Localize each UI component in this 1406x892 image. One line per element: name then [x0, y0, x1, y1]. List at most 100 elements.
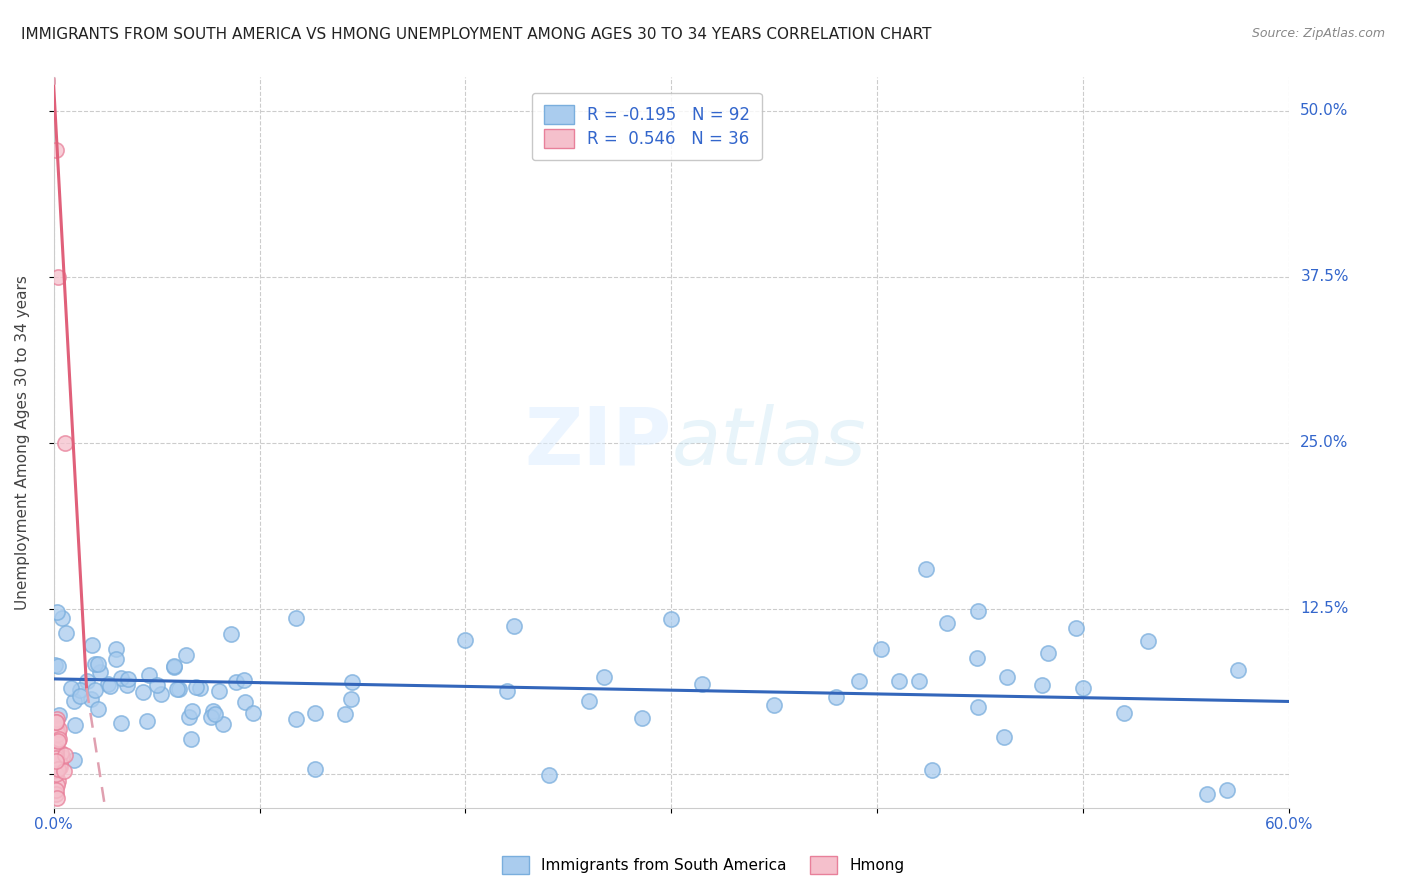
Point [53, 764, 76, 778]
Point [89, 665, 111, 679]
Point [454, 632, 477, 647]
Point [304, 706, 326, 720]
Point [80, 691, 103, 706]
Point [138, 668, 160, 682]
Point [48, 722, 70, 736]
Point [80, 638, 103, 652]
Point [62, 693, 84, 707]
Point [44, 657, 66, 672]
Point [848, 673, 870, 688]
Point [59, 681, 82, 695]
Y-axis label: Unemployment Among Ages 30 to 34 years: Unemployment Among Ages 30 to 34 years [15, 275, 30, 610]
Point [188, 681, 211, 695]
Point [45, 783, 67, 797]
Point [98, 679, 121, 693]
Point [55, 625, 77, 640]
Point [46, 762, 69, 776]
Point [915, 562, 938, 576]
Point [46, 722, 69, 736]
Point [87, 657, 110, 671]
Point [212, 716, 235, 731]
Point [110, 716, 132, 731]
Point [46, 726, 69, 740]
Point [105, 651, 128, 665]
Point [45, 728, 67, 742]
Point [285, 712, 308, 726]
Point [1114, 706, 1136, 720]
Point [167, 681, 190, 696]
Point [1038, 646, 1060, 660]
Point [180, 732, 202, 747]
Point [208, 683, 231, 698]
Point [201, 705, 224, 719]
Point [340, 691, 363, 706]
Point [966, 650, 988, 665]
Point [219, 627, 242, 641]
Point [76, 673, 98, 688]
Point [966, 604, 988, 618]
Point [578, 694, 600, 708]
Point [45, 791, 67, 805]
Point [166, 681, 188, 696]
Point [45, 746, 67, 760]
Point [692, 677, 714, 691]
Point [46, 733, 69, 747]
Point [63, 717, 86, 731]
Point [186, 680, 208, 694]
Point [495, 683, 517, 698]
Point [87, 702, 110, 716]
Point [45, 761, 67, 775]
Point [631, 711, 654, 725]
Point [117, 678, 139, 692]
Point [1226, 663, 1249, 677]
Point [84, 682, 107, 697]
Text: IMMIGRANTS FROM SOUTH AMERICA VS HMONG UNEMPLOYMENT AMONG AGES 30 TO 34 YEARS CO: IMMIGRANTS FROM SOUTH AMERICA VS HMONG U… [21, 27, 932, 42]
Point [46, 712, 69, 726]
Point [304, 762, 326, 776]
Point [200, 710, 222, 724]
Point [69, 689, 91, 703]
Point [45, 715, 67, 730]
Point [135, 714, 157, 728]
Legend: Immigrants from South America, Hmong: Immigrants from South America, Hmong [495, 850, 911, 880]
Text: 37.5%: 37.5% [1301, 269, 1348, 284]
Point [46, 778, 69, 792]
Point [97, 677, 120, 691]
Point [242, 706, 264, 720]
Point [53, 435, 76, 450]
Point [45, 721, 67, 735]
Text: 12.5%: 12.5% [1301, 601, 1348, 616]
Point [45, 751, 67, 765]
Text: ZIP: ZIP [524, 403, 672, 482]
Point [46, 269, 69, 284]
Point [45, 747, 67, 762]
Text: atlas: atlas [672, 403, 866, 482]
Point [45, 767, 67, 781]
Point [48, 760, 70, 774]
Point [204, 707, 226, 722]
Point [45, 739, 67, 753]
Point [661, 612, 683, 626]
Point [46, 762, 69, 776]
Point [993, 730, 1015, 744]
Point [45, 727, 67, 741]
Point [104, 641, 127, 656]
Point [1071, 681, 1094, 695]
Point [1216, 783, 1239, 797]
Point [340, 675, 363, 690]
Point [45, 788, 67, 802]
Point [763, 698, 786, 712]
Point [146, 677, 169, 691]
Point [63, 753, 86, 767]
Text: 50.0%: 50.0% [1301, 103, 1348, 118]
Point [163, 659, 186, 673]
Point [967, 700, 990, 714]
Point [335, 706, 357, 721]
Point [69, 683, 91, 698]
Point [48, 658, 70, 673]
Point [132, 685, 155, 699]
Point [889, 674, 911, 689]
Point [181, 704, 204, 718]
Point [162, 660, 184, 674]
Point [110, 671, 132, 685]
